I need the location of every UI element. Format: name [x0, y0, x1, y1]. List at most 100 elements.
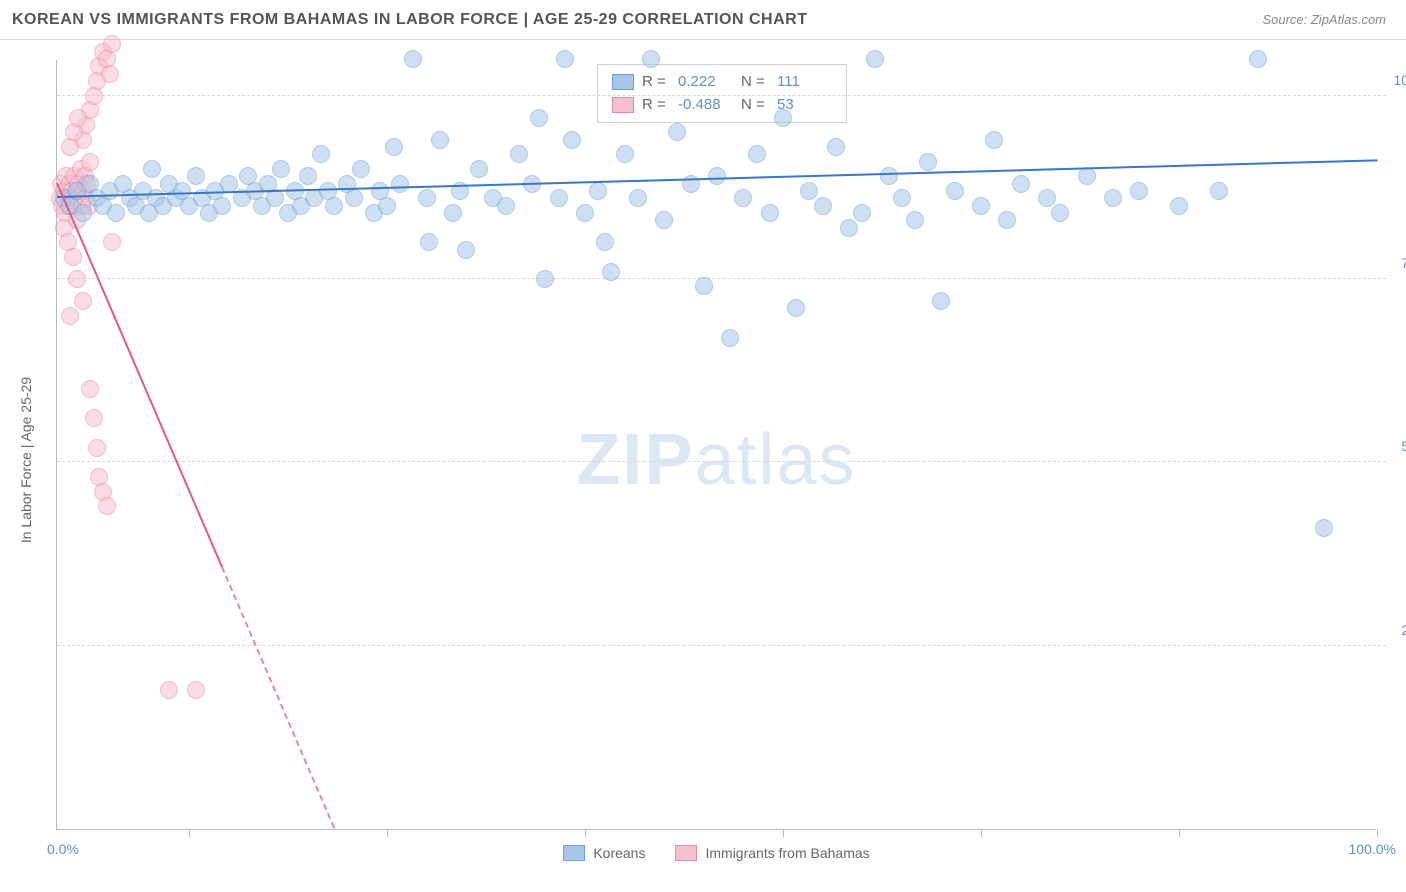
y-tick-label: 50.0% [1401, 438, 1406, 454]
data-point [866, 50, 884, 68]
chart-area: In Labor Force | Age 25-29 ZIPatlas R = … [0, 40, 1406, 892]
data-point [616, 145, 634, 163]
data-point [61, 307, 79, 325]
data-point [74, 204, 92, 222]
data-point [1210, 182, 1228, 200]
data-point [404, 50, 422, 68]
data-point [748, 145, 766, 163]
legend-item-bahamas: Immigrants from Bahamas [675, 845, 869, 861]
data-point [1130, 182, 1148, 200]
data-point [107, 204, 125, 222]
data-point [81, 380, 99, 398]
data-point [143, 160, 161, 178]
data-point [1315, 519, 1333, 537]
y-tick-label: 100.0% [1394, 72, 1406, 88]
data-point [787, 299, 805, 317]
data-point [972, 197, 990, 215]
legend-item-koreans: Koreans [563, 845, 645, 861]
data-point [470, 160, 488, 178]
data-point [596, 233, 614, 251]
data-point [69, 109, 87, 127]
data-point [431, 131, 449, 149]
swatch-bahamas [612, 97, 634, 113]
data-point [563, 131, 581, 149]
data-point [272, 160, 290, 178]
data-point [761, 204, 779, 222]
data-point [510, 145, 528, 163]
data-point [187, 681, 205, 699]
data-point [827, 138, 845, 156]
data-point [985, 131, 1003, 149]
data-point [932, 292, 950, 310]
data-point [457, 241, 475, 259]
data-point [74, 292, 92, 310]
x-tick [1179, 829, 1180, 837]
data-point [385, 138, 403, 156]
data-point [420, 233, 438, 251]
data-point [655, 211, 673, 229]
data-point [536, 270, 554, 288]
r-value-bahamas: -0.488 [678, 94, 733, 117]
data-point [103, 233, 121, 251]
data-point [642, 50, 660, 68]
trend-line [221, 566, 335, 828]
data-point [391, 175, 409, 193]
data-point [352, 160, 370, 178]
y-axis-title: In Labor Force | Age 25-29 [18, 377, 34, 543]
data-point [312, 145, 330, 163]
gridline [57, 95, 1386, 96]
data-point [444, 204, 462, 222]
x-tick [783, 829, 784, 837]
data-point [708, 167, 726, 185]
watermark: ZIPatlas [576, 419, 856, 501]
data-point [840, 219, 858, 237]
data-point [187, 167, 205, 185]
data-point [589, 182, 607, 200]
gridline [57, 278, 1386, 279]
data-point [345, 189, 363, 207]
x-tick [1377, 829, 1378, 837]
data-point [378, 197, 396, 215]
data-point [1078, 167, 1096, 185]
r-value-koreans: 0.222 [678, 71, 733, 94]
data-point [774, 109, 792, 127]
data-point [1051, 204, 1069, 222]
data-point [1012, 175, 1030, 193]
data-point [325, 197, 343, 215]
data-point [814, 197, 832, 215]
n-value-koreans: 111 [777, 71, 832, 94]
swatch-koreans [612, 74, 634, 90]
legend-row-bahamas: R = -0.488 N = 53 [612, 94, 832, 117]
data-point [1249, 50, 1267, 68]
data-point [101, 65, 119, 83]
data-point [721, 329, 739, 347]
data-point [213, 197, 231, 215]
data-point [629, 189, 647, 207]
y-tick-label: 75.0% [1401, 255, 1406, 271]
data-point [418, 189, 436, 207]
data-point [880, 167, 898, 185]
swatch-koreans [563, 845, 585, 861]
data-point [893, 189, 911, 207]
x-tick [387, 829, 388, 837]
data-point [299, 167, 317, 185]
data-point [1038, 189, 1056, 207]
data-point [906, 211, 924, 229]
source-attribution: Source: ZipAtlas.com [1262, 12, 1386, 27]
x-tick [585, 829, 586, 837]
chart-title: KOREAN VS IMMIGRANTS FROM BAHAMAS IN LAB… [12, 11, 808, 29]
data-point [88, 439, 106, 457]
data-point [98, 497, 116, 515]
data-point [81, 153, 99, 171]
data-point [1170, 197, 1188, 215]
data-point [530, 109, 548, 127]
data-point [668, 123, 686, 141]
data-point [103, 35, 121, 53]
trend-line [56, 182, 223, 567]
data-point [576, 204, 594, 222]
data-point [160, 681, 178, 699]
data-point [220, 175, 238, 193]
data-point [800, 182, 818, 200]
data-point [556, 50, 574, 68]
data-point [64, 248, 82, 266]
